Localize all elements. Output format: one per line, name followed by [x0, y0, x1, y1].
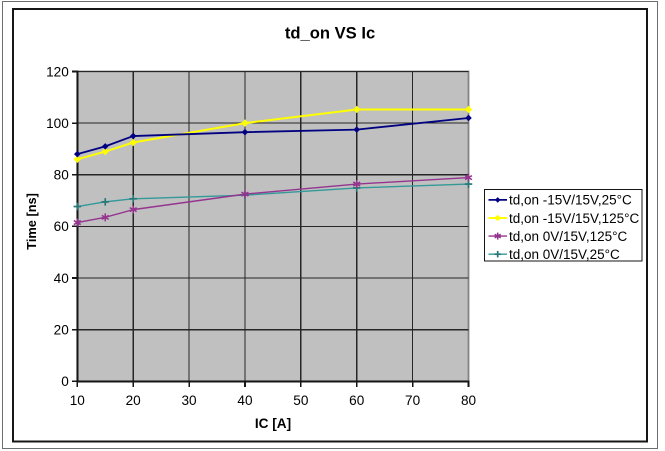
svg-text:0: 0: [61, 374, 69, 389]
svg-text:td,on 0V/15V,25°C: td,on 0V/15V,25°C: [509, 247, 620, 262]
svg-text:10: 10: [70, 393, 86, 408]
svg-text:20: 20: [54, 322, 70, 337]
svg-text:30: 30: [182, 393, 198, 408]
svg-text:td,on 0V/15V,125°C: td,on 0V/15V,125°C: [509, 229, 627, 244]
svg-text:td,on -15V/15V,25°C: td,on -15V/15V,25°C: [509, 193, 632, 208]
svg-text:60: 60: [54, 219, 70, 234]
svg-text:80: 80: [54, 168, 70, 183]
svg-text:120: 120: [46, 64, 69, 79]
svg-text:IC [A]: IC [A]: [255, 416, 291, 431]
svg-text:80: 80: [461, 393, 477, 408]
svg-text:td_on VS Ic: td_on VS Ic: [285, 24, 375, 43]
svg-text:20: 20: [126, 393, 142, 408]
svg-text:50: 50: [293, 393, 309, 408]
svg-text:70: 70: [405, 393, 421, 408]
svg-text:Time [ns]: Time [ns]: [24, 193, 39, 250]
svg-text:40: 40: [54, 271, 70, 286]
svg-text:60: 60: [349, 393, 365, 408]
svg-text:40: 40: [237, 393, 253, 408]
svg-text:100: 100: [46, 116, 69, 131]
svg-text:td,on -15V/15V,125°C: td,on -15V/15V,125°C: [509, 211, 639, 226]
